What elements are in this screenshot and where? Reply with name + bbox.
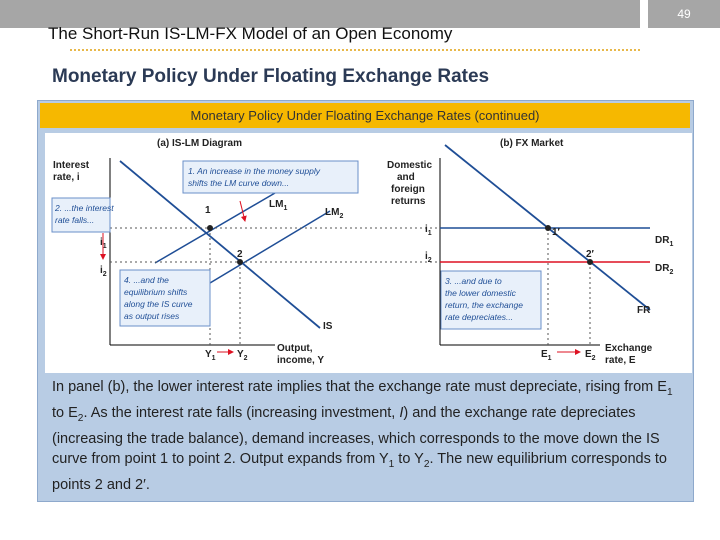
note: rate falls... bbox=[55, 215, 94, 225]
point bbox=[587, 259, 593, 265]
text: to E bbox=[52, 404, 78, 421]
note: 1. An increase in the money supply bbox=[188, 166, 321, 176]
note-box bbox=[440, 270, 542, 330]
banner: Monetary Policy Under Floating Exchange … bbox=[40, 103, 690, 128]
note: return, the exchange bbox=[445, 300, 523, 310]
note: 3. ...and due to bbox=[445, 276, 502, 286]
curve-label: LM1 bbox=[269, 199, 287, 212]
note: along the IS curve bbox=[124, 299, 193, 309]
subscript: 2 bbox=[77, 412, 84, 424]
note-box bbox=[119, 269, 211, 327]
axis-label: rate, E bbox=[605, 355, 636, 366]
curve-label: LM2 bbox=[325, 207, 343, 220]
text: I bbox=[399, 404, 404, 421]
axis-label: rate, i bbox=[53, 172, 80, 183]
point-label: 2′ bbox=[586, 249, 595, 260]
curve-label: DR2 bbox=[655, 263, 673, 276]
axis-label: Interest bbox=[53, 160, 90, 171]
axis-label: Domestic bbox=[387, 160, 432, 171]
subscript: 1 bbox=[666, 386, 673, 398]
is-curve bbox=[119, 160, 321, 329]
axis-label: Exchange bbox=[605, 343, 653, 354]
point-label: 1′ bbox=[552, 227, 561, 238]
text: to Y bbox=[394, 450, 424, 467]
subtitle: Monetary Policy Under Floating Exchange … bbox=[52, 66, 490, 87]
point bbox=[237, 259, 243, 265]
tick-label: i1 bbox=[100, 237, 107, 250]
text: ) and the exchange rate depreciates (inc… bbox=[52, 404, 660, 467]
note: 4. ...and the bbox=[124, 275, 169, 285]
slide-title: The Short-Run IS-LM-FX Model of an Open … bbox=[48, 24, 453, 43]
point-label: 1 bbox=[205, 205, 211, 216]
panel-title: (a) IS-LM Diagram bbox=[157, 138, 242, 149]
text: . The new equilibrium corresponds to poi… bbox=[52, 450, 667, 493]
note: shifts the LM curve down... bbox=[188, 178, 289, 188]
tick-label: i2 bbox=[425, 251, 432, 264]
title-rule bbox=[70, 49, 640, 51]
tick-label: Y1 bbox=[205, 349, 216, 362]
page-number: 49 bbox=[648, 0, 720, 28]
diagram: (a) IS-LM Diagram (b) FX Market Interest… bbox=[45, 133, 692, 373]
axis-label: and bbox=[397, 172, 415, 183]
tick-label: Y2 bbox=[237, 349, 248, 362]
body-text: In panel (b), the lower interest rate im… bbox=[52, 377, 684, 495]
subscript: 2 bbox=[423, 458, 430, 470]
point bbox=[207, 225, 213, 231]
text: In panel (b), the lower interest rate im… bbox=[52, 379, 667, 395]
note-box bbox=[182, 160, 359, 194]
note: equilibrium shifts bbox=[124, 287, 188, 297]
tick-label: E2 bbox=[585, 349, 596, 362]
arrow bbox=[239, 200, 247, 222]
note: as output rises bbox=[124, 311, 180, 321]
panel-title: (b) FX Market bbox=[500, 138, 564, 149]
tick-label: i2 bbox=[100, 265, 107, 278]
point-label: 2 bbox=[237, 249, 243, 260]
axis-label: returns bbox=[391, 196, 426, 207]
note: 2. ...the interest bbox=[54, 203, 114, 213]
tick-label: E1 bbox=[541, 349, 552, 362]
point bbox=[545, 225, 551, 231]
curve-label: FR bbox=[637, 305, 651, 316]
axis-label: Output, bbox=[277, 343, 313, 354]
curve-label: IS bbox=[323, 321, 333, 332]
axis-label: income, Y bbox=[277, 355, 324, 366]
note: rate depreciates... bbox=[445, 312, 513, 322]
diagram-bg bbox=[45, 133, 692, 373]
note: the lower domestic bbox=[445, 288, 517, 298]
subscript: 1 bbox=[388, 458, 395, 470]
header-bar bbox=[0, 0, 640, 28]
text: . As the interest rate falls (increasing… bbox=[83, 404, 400, 421]
tick-label: i1 bbox=[425, 224, 432, 237]
note-box bbox=[51, 197, 111, 233]
axis-label: foreign bbox=[391, 184, 425, 195]
curve-label: DR1 bbox=[655, 235, 673, 248]
